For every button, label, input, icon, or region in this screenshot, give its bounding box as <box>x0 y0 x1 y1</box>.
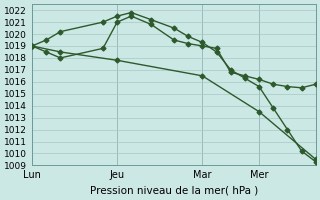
X-axis label: Pression niveau de la mer( hPa ): Pression niveau de la mer( hPa ) <box>90 186 258 196</box>
